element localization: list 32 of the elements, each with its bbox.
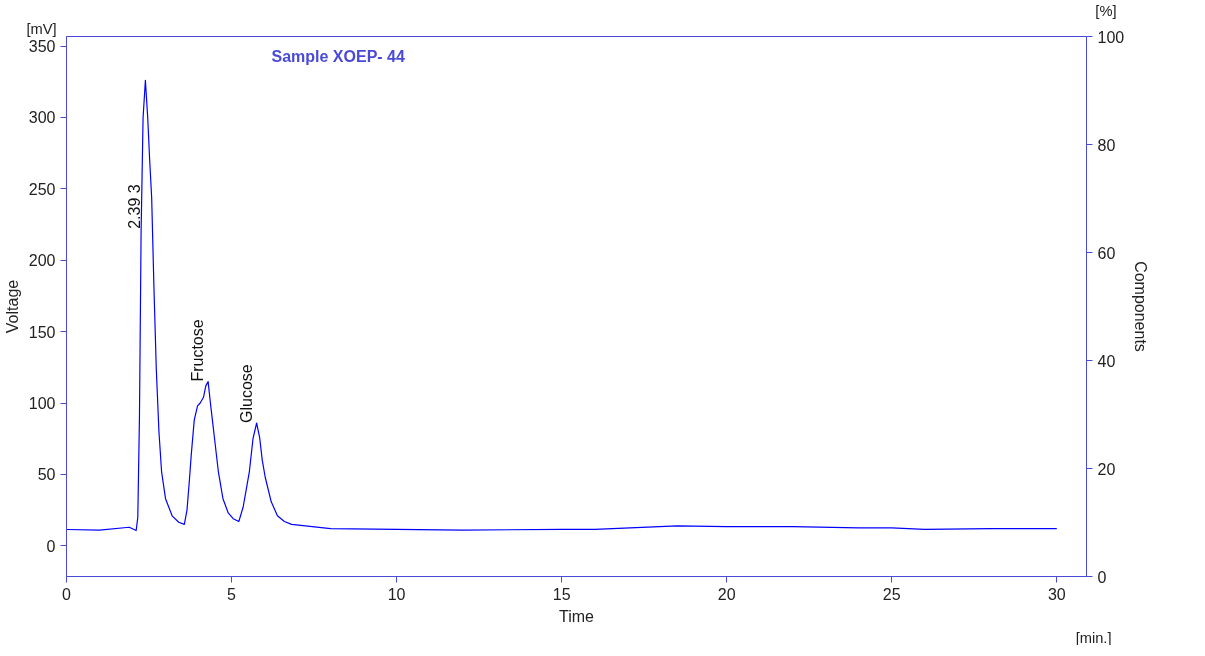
text: [%] xyxy=(1095,2,1117,19)
y2-tick-label: 40 xyxy=(1097,352,1116,370)
x-tick-label: 20 xyxy=(717,585,736,603)
x-tick-label: 5 xyxy=(227,585,237,603)
text: Sample XOEP- 44 xyxy=(271,47,405,65)
line-series xyxy=(66,79,1058,532)
y2-tick-label: 20 xyxy=(1097,460,1116,478)
y2-axis-title: Components xyxy=(1132,261,1150,352)
x-tick-label: 10 xyxy=(387,585,406,603)
x-tick-label: 0 xyxy=(62,585,72,603)
y-tick-label: 300 xyxy=(28,109,56,127)
y2-tick-label: 60 xyxy=(1097,244,1116,262)
y-tick-label: 350 xyxy=(28,38,56,56)
y-tick-label: 200 xyxy=(28,252,56,270)
y-tick-label: 250 xyxy=(28,180,56,198)
text: [min.] xyxy=(1075,629,1112,646)
y2-tick-label: 80 xyxy=(1097,136,1116,154)
annotation: 2.39 3 xyxy=(126,184,144,229)
y-axis-title: Voltage xyxy=(3,279,21,334)
annotation: Glucose xyxy=(237,364,255,424)
y-tick-label: 0 xyxy=(46,537,56,555)
y2-tick-label: 100 xyxy=(1097,28,1125,46)
x-tick-label: 25 xyxy=(882,585,901,603)
y2-tick-label: 0 xyxy=(1097,568,1107,586)
x-tick-label: 30 xyxy=(1047,585,1066,603)
x-tick-label: 15 xyxy=(552,585,571,603)
y-tick-label: 150 xyxy=(28,323,56,341)
y-tick-label: 50 xyxy=(37,466,56,484)
text: [mV] xyxy=(26,20,57,37)
annotation: Fructose xyxy=(189,319,207,382)
x-axis-title: Time xyxy=(559,607,595,625)
y-tick-label: 100 xyxy=(28,395,56,413)
